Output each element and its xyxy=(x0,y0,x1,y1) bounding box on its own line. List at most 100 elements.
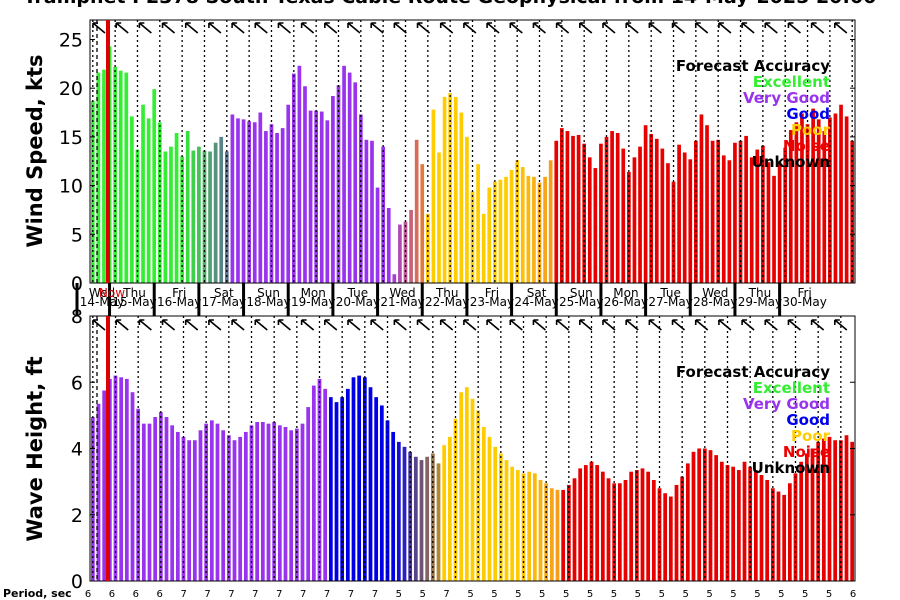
legend-entry: Good xyxy=(786,411,830,429)
wind-bar xyxy=(275,132,279,283)
wave-bar xyxy=(385,420,390,581)
wave-bar xyxy=(742,461,747,581)
wave-bar xyxy=(680,476,685,581)
legend-entry: Unknown xyxy=(752,153,830,171)
wave-bar xyxy=(833,440,838,581)
wave-bar xyxy=(402,446,407,581)
wind-bar xyxy=(833,113,838,283)
wind-bar xyxy=(593,168,598,283)
wave-bar xyxy=(351,377,356,581)
legend-entry: Excellent xyxy=(753,73,830,91)
direction-arrow-icon xyxy=(741,319,755,331)
direction-arrow-icon xyxy=(810,22,825,34)
wind-bar xyxy=(213,142,218,283)
direction-arrow-icon xyxy=(277,22,291,34)
wind-bar xyxy=(414,139,419,283)
direction-arrow-icon xyxy=(300,22,315,34)
legend-entry: Very Good xyxy=(743,89,830,107)
wave-bar xyxy=(623,479,628,581)
wave-bar xyxy=(470,398,475,581)
wave-bar xyxy=(787,483,792,581)
direction-arrow-icon xyxy=(486,319,500,331)
wind-bar xyxy=(705,125,709,283)
wind-bar xyxy=(113,66,117,283)
wind-ytick-label: 20 xyxy=(59,78,83,100)
period-value: 7 xyxy=(276,589,282,600)
legend-entry: Noise xyxy=(783,137,830,155)
wave-bar xyxy=(221,430,226,581)
direction-arrow-icon xyxy=(138,22,152,34)
period-value: 7 xyxy=(443,589,449,600)
wave-bar xyxy=(340,397,345,581)
day-of-week-label: Sun xyxy=(257,286,280,300)
wind-bar xyxy=(280,128,285,283)
wind-bar xyxy=(303,86,307,284)
wind-bar xyxy=(146,118,151,283)
wind-bar xyxy=(627,171,631,283)
direction-arrow-icon xyxy=(115,22,129,34)
day-of-week-label: Sat xyxy=(527,286,547,300)
period-value: 5 xyxy=(635,589,641,600)
wind-bar xyxy=(777,162,782,283)
wave-bar xyxy=(255,422,260,581)
day-of-week-label: Thu xyxy=(435,286,459,300)
period-value: 7 xyxy=(204,589,210,600)
wave-bar xyxy=(606,478,611,581)
date-label: 21-May xyxy=(380,295,424,309)
wind-bar xyxy=(336,85,341,283)
period-value: 5 xyxy=(563,589,569,600)
wind-bar xyxy=(269,124,274,283)
direction-arrow-icon xyxy=(208,319,222,331)
wind-bar xyxy=(688,159,693,283)
day-of-week-label: Thu xyxy=(748,286,772,300)
wave-bar xyxy=(668,496,673,581)
period-value: 5 xyxy=(515,589,521,600)
wave-bar xyxy=(697,448,702,581)
wind-bar xyxy=(442,96,447,283)
wave-bar xyxy=(595,465,600,581)
wave-bar xyxy=(702,448,707,581)
wind-bar xyxy=(381,146,385,283)
wave-bar xyxy=(153,417,158,581)
wave-bar xyxy=(413,456,418,581)
legend-entry: Unknown xyxy=(752,459,830,477)
wave-ytick-label: 0 xyxy=(71,571,83,593)
wind-bar xyxy=(169,146,173,283)
wind-bar xyxy=(721,155,726,283)
wind-bar xyxy=(325,120,330,283)
wind-bar xyxy=(788,130,793,283)
wave-bar xyxy=(334,402,339,582)
wind-bar xyxy=(615,132,620,283)
wind-bar xyxy=(258,112,263,283)
wave-bar xyxy=(323,388,328,582)
day-of-week-label: Tue xyxy=(347,286,369,300)
wave-bar xyxy=(345,388,350,582)
wave-ytick-label: 2 xyxy=(71,505,83,527)
wind-bar xyxy=(230,114,235,284)
wave-bar xyxy=(294,428,299,582)
wind-bar xyxy=(370,140,374,283)
wind-bar xyxy=(587,157,592,283)
wind-bar xyxy=(286,104,291,284)
period-value: 5 xyxy=(730,589,736,600)
wave-bar xyxy=(141,423,146,581)
wind-bar xyxy=(96,72,101,283)
wind-bar xyxy=(476,164,480,283)
wind-bar xyxy=(180,156,184,283)
wave-bar xyxy=(651,479,656,581)
direction-arrow-icon xyxy=(787,22,801,34)
wave-bar xyxy=(549,488,554,581)
period-value: 5 xyxy=(778,589,784,600)
wave-bar xyxy=(300,423,305,581)
direction-arrow-icon xyxy=(602,22,616,34)
day-of-week-label: Sat xyxy=(214,286,234,300)
direction-arrow-icon xyxy=(92,22,106,34)
legend-title: Forecast Accuracy xyxy=(676,57,830,75)
direction-arrow-icon xyxy=(254,319,268,331)
direction-arrow-icon xyxy=(579,319,593,331)
wave-vgrid xyxy=(92,316,842,581)
direction-arrow-icon xyxy=(625,22,639,34)
wave-bar xyxy=(782,494,787,582)
wave-bar xyxy=(124,378,129,581)
